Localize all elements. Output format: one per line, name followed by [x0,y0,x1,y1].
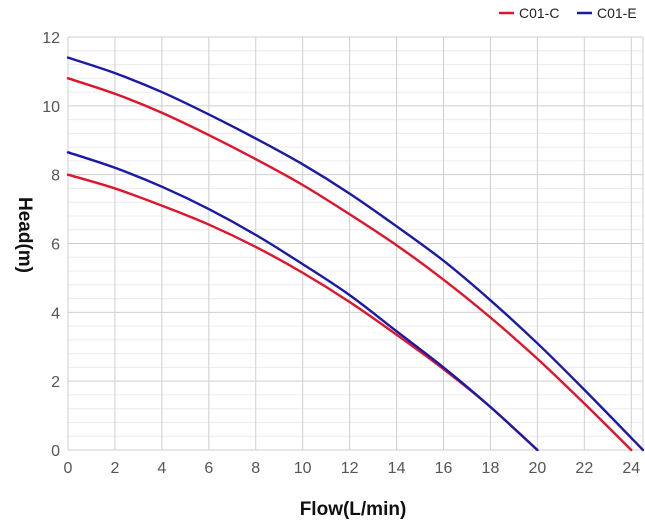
major-grid [67,36,644,451]
series-line-c01-e-1 [66,56,645,452]
y-tick-label: 2 [51,374,60,391]
y-tick-label: 4 [51,305,60,322]
x-tick-label: 22 [575,460,593,477]
x-axis-title: Flow(L/min) [300,499,407,520]
minor-grid [68,50,643,437]
x-tick-label: 10 [294,460,312,477]
x-tick-label: 0 [64,460,73,477]
x-tick-label: 4 [157,460,166,477]
x-tick-label: 14 [388,460,406,477]
x-tick-label: 12 [341,460,359,477]
x-tick-label: 16 [435,460,453,477]
legend-label-c01-c: C01-C [519,5,559,21]
x-tick-label: 2 [110,460,119,477]
y-tick-label: 6 [51,237,60,254]
legend-label-c01-e: C01-E [597,5,637,21]
y-axis-title: Head(m) [14,197,35,273]
series-lines [66,56,645,452]
y-tick-label: 12 [42,30,60,47]
y-axis-ticks: 0 2 4 6 8 10 12 [42,30,60,460]
y-tick-label: 8 [51,168,60,185]
y-tick-label: 10 [42,99,60,116]
x-tick-label: 18 [482,460,500,477]
x-tick-label: 20 [528,460,546,477]
x-tick-label: 6 [204,460,213,477]
x-tick-label: 8 [251,460,260,477]
series-line-c01-c-0 [66,77,633,452]
y-tick-label: 0 [51,443,60,460]
x-tick-label: 24 [622,460,640,477]
legend: C01-C C01-E [499,5,637,21]
x-axis-ticks: 0 2 4 6 8 10 12 14 16 18 20 22 24 [64,460,641,477]
series-line-c01-e-3 [66,151,539,452]
